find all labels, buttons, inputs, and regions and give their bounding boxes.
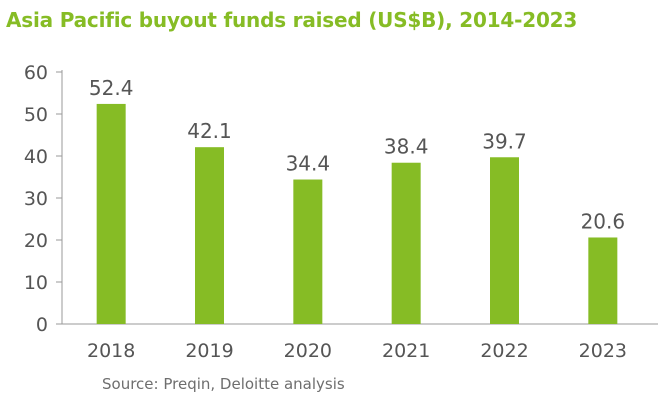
source-note: Source: Preqin, Deloitte analysis [102, 375, 345, 393]
data-label-2021: 38.4 [384, 135, 429, 159]
bar-chart: 0 10 20 30 40 50 60 2018 2019 2020 2021 2022 2023 5… [24, 62, 658, 362]
x-tick-label: 2023 [579, 340, 627, 362]
x-tick-label: 2022 [480, 340, 528, 362]
y-tick-label: 30 [24, 188, 48, 210]
bar-2022 [490, 157, 519, 324]
y-axis: 0 10 20 30 40 50 60 [24, 62, 63, 336]
x-tick-label: 2021 [382, 340, 430, 362]
data-label-2020: 34.4 [286, 152, 331, 176]
data-label-2023: 20.6 [581, 209, 626, 233]
data-labels: 52.4 42.1 34.4 38.4 39.7 20.6 [89, 76, 625, 234]
bar-2020 [293, 179, 323, 324]
y-tick-label: 20 [24, 230, 48, 252]
y-tick-label: 10 [24, 272, 48, 294]
data-label-2019: 42.1 [187, 119, 232, 143]
x-tick-label: 2018 [87, 340, 135, 362]
bar-2021 [391, 162, 421, 324]
bar-2019 [195, 147, 224, 324]
x-tick-label: 2020 [284, 340, 332, 362]
bar-2023 [588, 237, 618, 324]
data-label-2018: 52.4 [89, 76, 134, 100]
chart-title: Asia Pacific buyout funds raised (US$B),… [6, 8, 578, 32]
y-tick-label: 50 [24, 104, 48, 126]
x-tick-label: 2019 [185, 340, 233, 362]
data-label-2022: 39.7 [482, 129, 527, 153]
y-tick-label: 60 [24, 62, 48, 84]
bar-2018 [96, 103, 126, 324]
bars [96, 103, 618, 324]
y-tick-label: 0 [36, 314, 48, 336]
y-tick-label: 40 [24, 146, 48, 168]
x-axis: 2018 2019 2020 2021 2022 2023 [62, 323, 658, 362]
